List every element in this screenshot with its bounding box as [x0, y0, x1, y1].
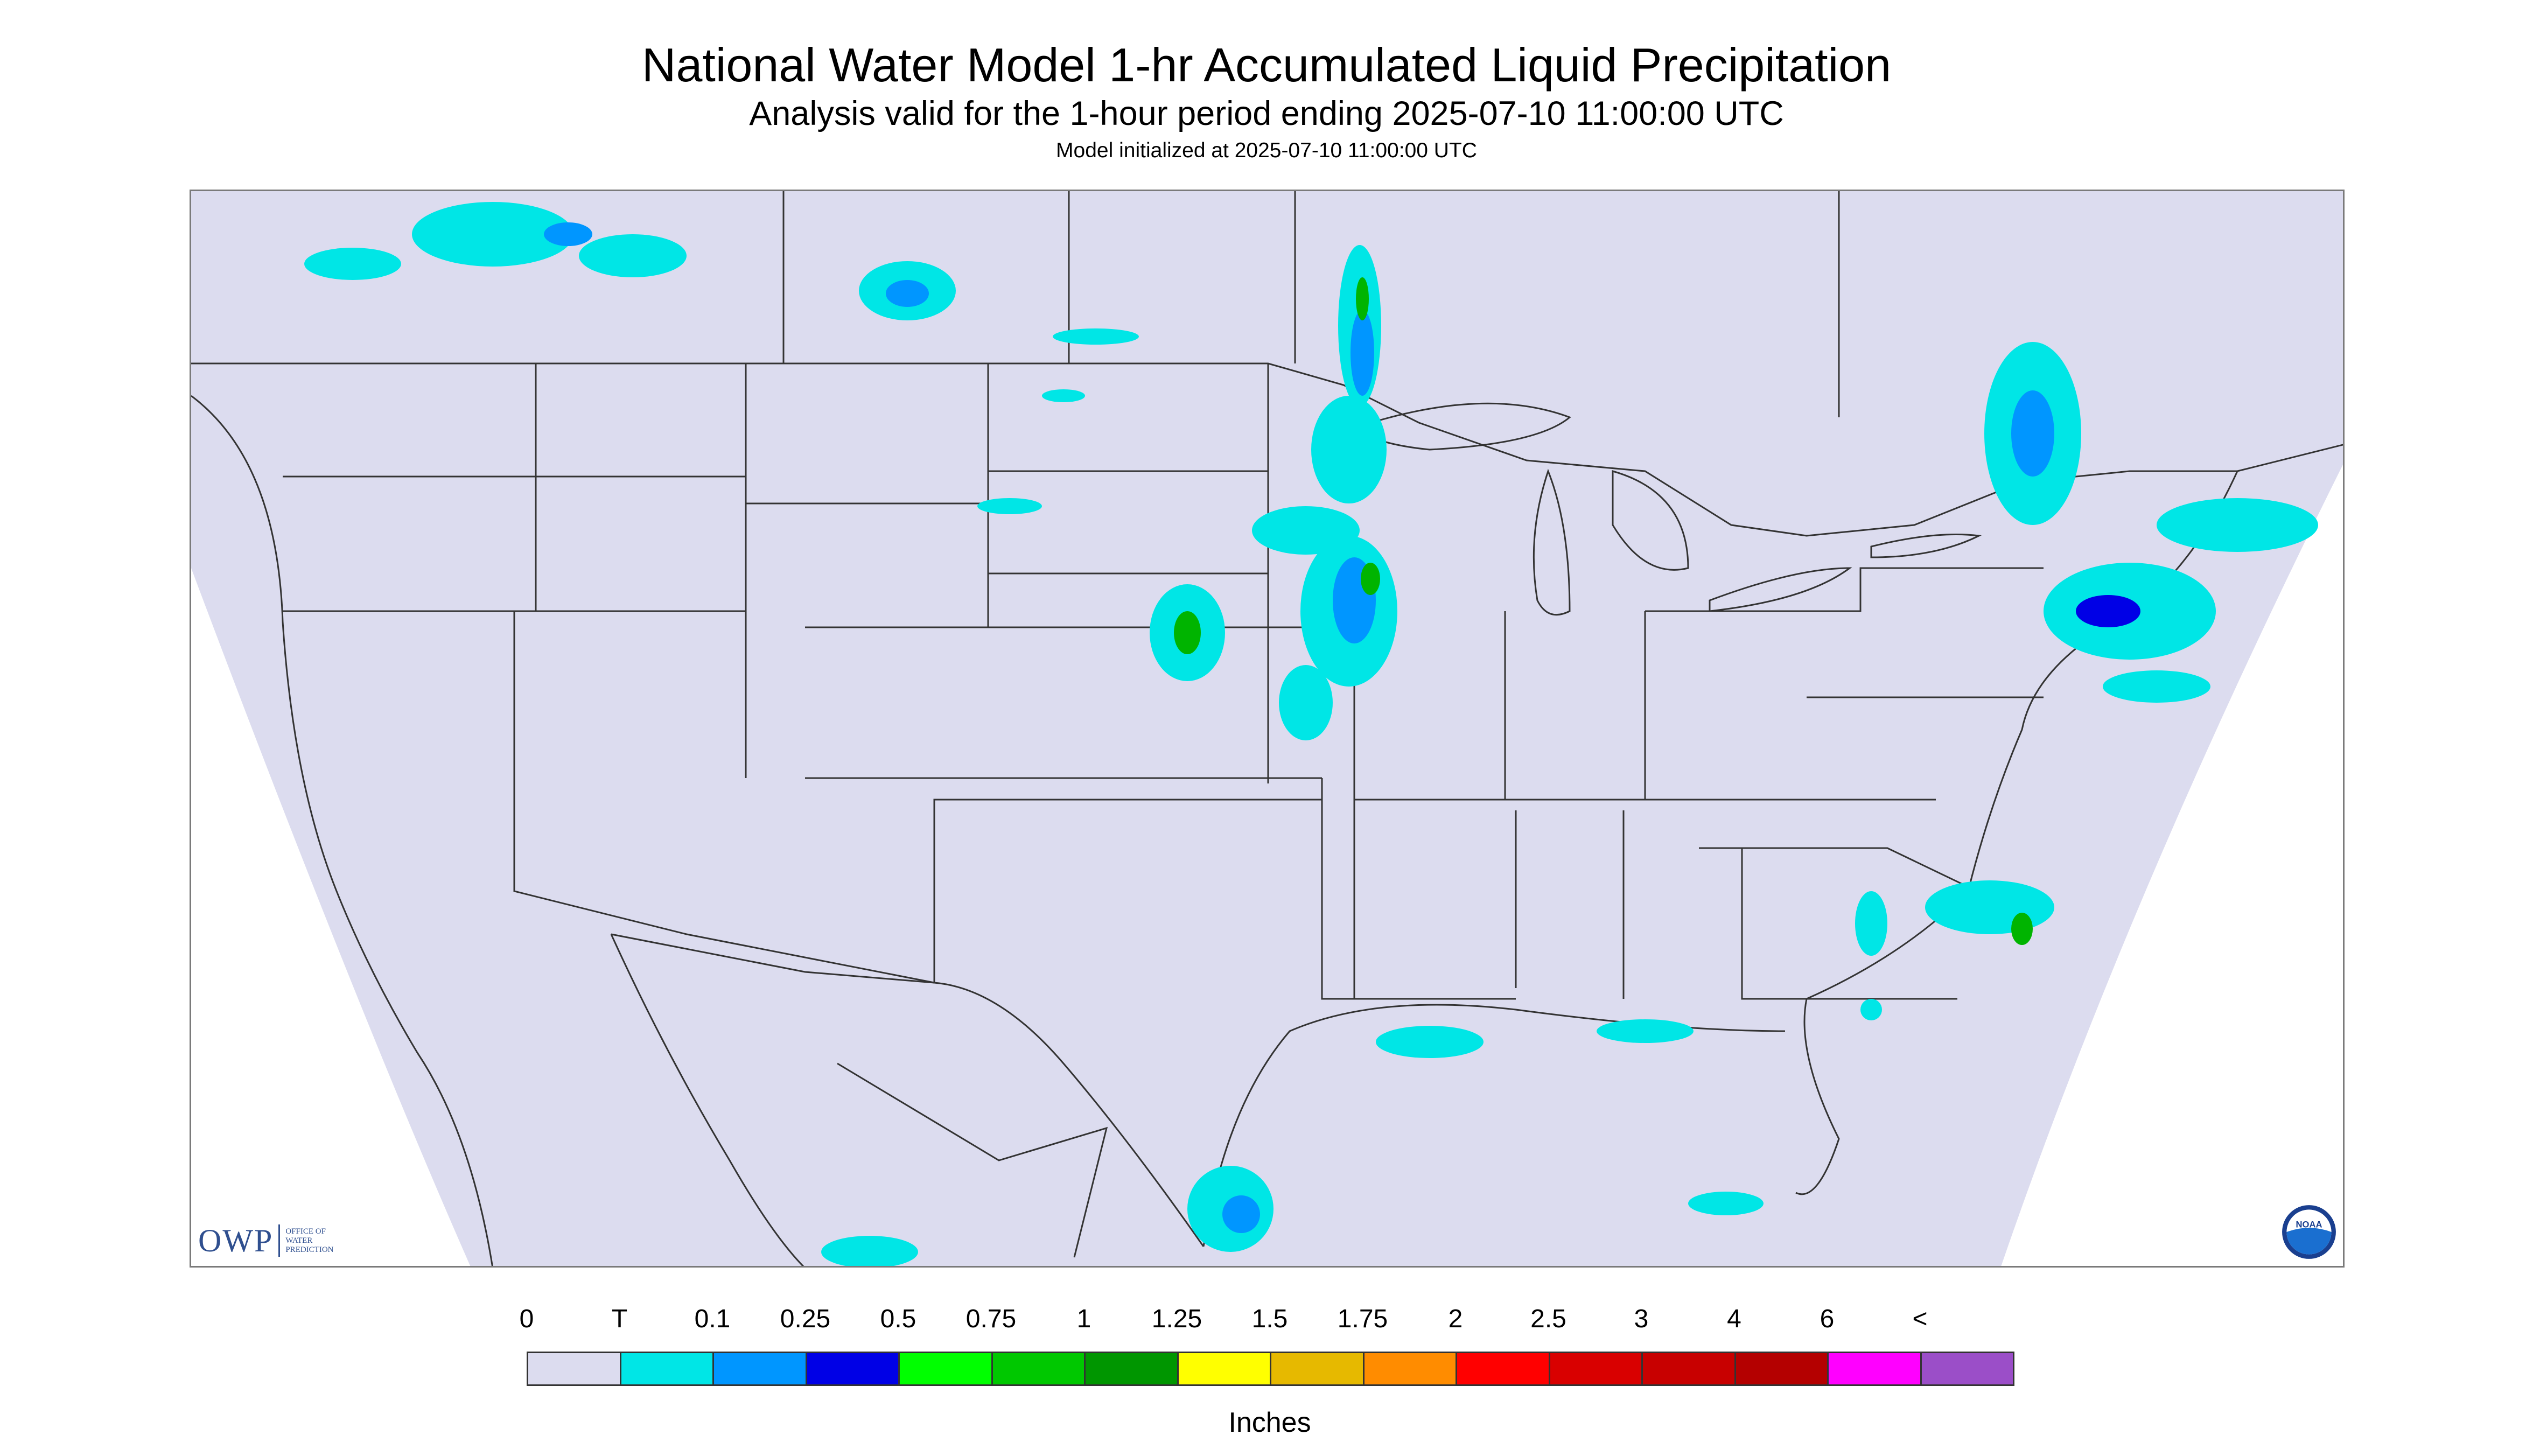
us-canada-border — [191, 362, 2343, 537]
west-coast — [191, 395, 493, 1266]
owp-logo-separator — [278, 1224, 281, 1257]
outside-domain-left — [191, 568, 471, 1266]
lake-superior — [1352, 402, 1571, 451]
map-title: National Water Model 1-hr Accumulated Li… — [641, 38, 1892, 92]
owp-logo-subtitle-line: Office of — [285, 1227, 326, 1236]
color-legend: 0 T 0.1 0.25 0.5 0.75 1 1.25 1.5 1.75 2 2.5 3 4 6 < Inc… — [520, 1292, 2014, 1438]
legend-swatch — [1641, 1352, 1736, 1386]
precip-texas-coast-core — [1222, 1195, 1260, 1233]
lake-michigan — [1533, 468, 1571, 616]
noaa-logo-mark: NOAA — [2296, 1220, 2322, 1230]
map-canvas — [191, 191, 2343, 1266]
map-subtitle: Analysis valid for the 1-hour period end… — [749, 95, 1784, 132]
lake-huron — [1612, 470, 1689, 571]
legend-swatch — [619, 1352, 714, 1386]
legend-swatch — [1456, 1352, 1550, 1386]
legend-swatch — [1734, 1352, 1829, 1386]
legend-swatch — [712, 1352, 807, 1386]
owp-logo-subtitle-line: Prediction — [285, 1245, 334, 1254]
precip-gulf — [1376, 1019, 1764, 1215]
boundary-lines — [191, 191, 2343, 1266]
model-init-text: Model initialized at 2025-07-10 11:00:00… — [1056, 139, 1477, 162]
legend-tick-label: 6 — [1820, 1305, 1835, 1333]
precip-iowa-band — [1252, 506, 1397, 740]
legend-swatch — [1920, 1352, 2014, 1386]
lake-ontario — [1870, 534, 1982, 558]
state-border — [1321, 778, 1516, 1000]
precip-minnesota-band — [1311, 245, 1387, 503]
legend-tick-label: 2.5 — [1530, 1305, 1566, 1333]
precip-small-west — [977, 328, 1139, 514]
legend-swatch — [1827, 1352, 1922, 1386]
legend-swatch — [805, 1352, 900, 1386]
owp-logo-subtitle-line: Water — [285, 1236, 313, 1245]
state-border — [933, 799, 1322, 983]
precip-atlantic-core — [2011, 913, 2033, 945]
precip-pacific-northwest-core — [544, 222, 592, 246]
outside-domain-right — [2001, 465, 2343, 1266]
state-border — [1741, 848, 1957, 1000]
legend-tick-label: 0.25 — [780, 1305, 831, 1333]
us-mexico-border — [611, 933, 1205, 1247]
precip-minnesota-max — [1356, 277, 1369, 320]
precip-kansas-core — [1174, 611, 1201, 654]
precip-minnesota-core — [1351, 310, 1374, 396]
precipitation-map — [190, 190, 2345, 1268]
owp-logo-mark: OWP — [198, 1222, 274, 1258]
precip-iowa-max — [1361, 563, 1380, 595]
legend-swatch — [1177, 1352, 1271, 1386]
owp-logo-subtitle: Office of Water Prediction — [285, 1227, 333, 1255]
legend-tick-label: 4 — [1727, 1305, 1741, 1333]
legend-tick-label: 1.5 — [1251, 1305, 1288, 1333]
precip-saskatchewan-core — [886, 280, 929, 307]
legend-tick-label: T — [611, 1305, 628, 1333]
legend-tick-label: 1.75 — [1337, 1305, 1388, 1333]
legend-tick-label: 1.25 — [1151, 1305, 1202, 1333]
legend-tick-label: 0.1 — [694, 1305, 731, 1333]
precip-quebec-core — [2011, 390, 2054, 477]
state-border — [513, 611, 935, 984]
legend-tick-label: < — [1912, 1305, 1928, 1333]
legend-unit-label: Inches — [1228, 1407, 1311, 1438]
state-border — [1645, 567, 2044, 612]
legend-swatch — [1362, 1352, 1457, 1386]
legend-tick-label: 3 — [1634, 1305, 1649, 1333]
baja-coast — [610, 934, 804, 1266]
legend-tick-label: 1 — [1076, 1305, 1091, 1333]
legend-swatch — [1270, 1352, 1365, 1386]
noaa-logo: NOAA — [2282, 1205, 2336, 1259]
precip-mexico-coast — [821, 1236, 918, 1266]
precip-new-england-core — [2076, 595, 2140, 627]
precip-pacific-northwest — [304, 202, 687, 280]
legend-swatch — [527, 1352, 621, 1386]
owp-logo: OWP Office of Water Prediction — [198, 1221, 334, 1260]
legend-swatch — [1548, 1352, 1643, 1386]
legend-swatch — [991, 1352, 1086, 1386]
legend-tick-label: 2 — [1448, 1305, 1463, 1333]
legend-tick-label: 0.5 — [880, 1305, 916, 1333]
lake-erie — [1709, 567, 1852, 612]
legend-tick-label: 0 — [519, 1305, 534, 1333]
precipitation-areas — [304, 202, 2318, 1266]
mexico-state-border — [837, 1062, 1108, 1258]
legend-swatch — [898, 1352, 993, 1386]
legend-swatch — [1084, 1352, 1179, 1386]
legend-tick-label: 0.75 — [965, 1305, 1017, 1333]
